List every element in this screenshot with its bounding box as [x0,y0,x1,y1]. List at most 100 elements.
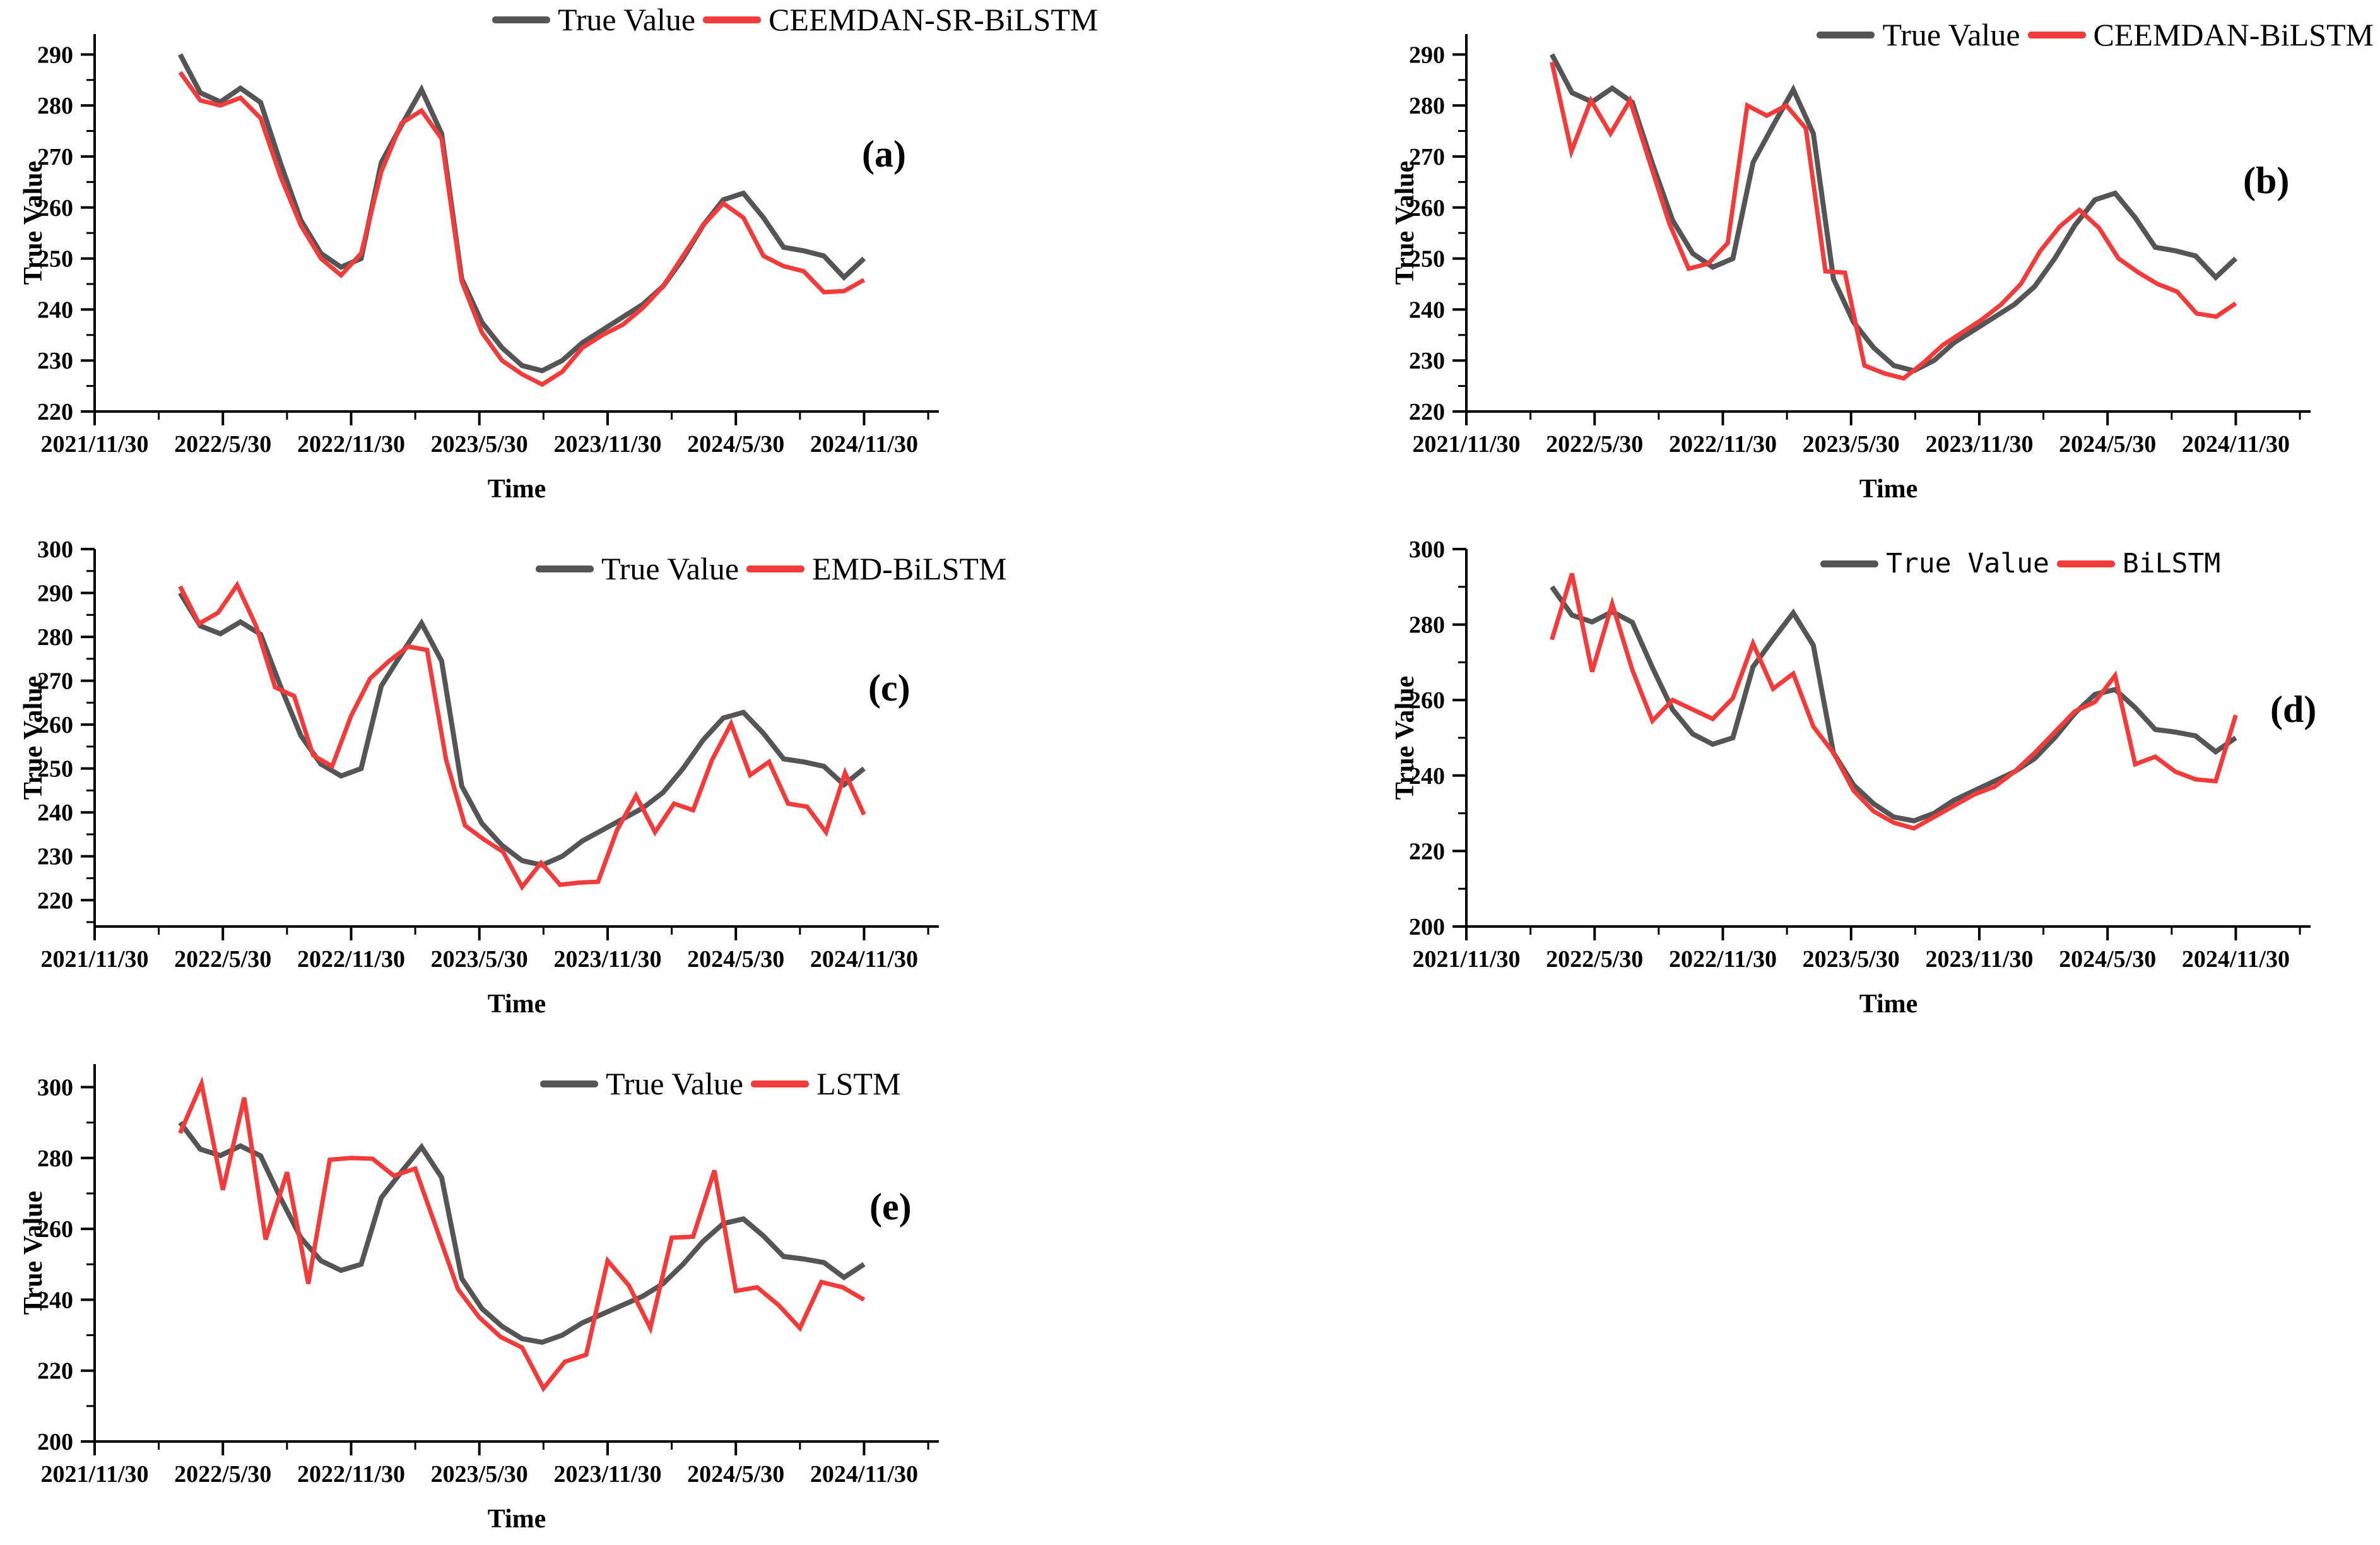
x-tick-label: 2023/5/30 [431,946,528,973]
x-tick-label: 2024/5/30 [687,1461,784,1488]
y-tick-label: 240 [37,1287,73,1313]
y-tick-label: 280 [37,1145,73,1172]
y-tick-label: 280 [37,93,73,119]
x-tick-label: 2021/11/30 [40,946,148,973]
legend-label-prediction: BiLSTM [2122,548,2221,579]
plot-area-a: 220 230 240 250 260 270 280 290 2021/11/30 2022/5… [19,34,939,504]
panel-letter-a: (a) [862,133,906,175]
y-tick-label: 240 [37,297,73,323]
legend-line-true-value-icon [1817,31,1875,38]
legend-label-prediction: LSTM [816,1066,901,1101]
y-tick-label: 260 [37,195,73,222]
y-tick-label: 220 [37,1358,73,1385]
x-tick-label: 2021/11/30 [1412,946,1520,973]
y-tick-label: 300 [37,536,73,563]
series-line-bilstm [1550,572,2238,831]
panel-letter-d: (d) [2270,689,2317,730]
legend-line-prediction-icon [746,565,805,572]
legend-label-true-value: True Value [606,1066,744,1101]
x-tick-label: 2022/5/30 [1546,431,1643,458]
legend-label-prediction: CEEMDAN-SR-BiLSTM [769,2,1099,37]
x-tick-label: 2022/5/30 [174,431,271,458]
x-tick-label: 2022/11/30 [1669,946,1777,973]
y-tick-label: 260 [1409,195,1445,222]
x-tick-label: 2024/11/30 [810,1461,918,1488]
y-tick-label: 200 [37,1429,73,1455]
series-line-true-value [178,591,866,868]
series-line-true-value [177,53,866,374]
plot-area-c: 220 230 240 250 260 270 280 290 300 2021/11/30 202… [19,536,939,1019]
x-tick-label: 2021/11/30 [1412,431,1520,458]
y-tick-label: 250 [37,756,73,783]
x-tick-label: 2023/5/30 [1803,946,1900,973]
legend: True Value LSTM [540,1068,900,1099]
x-tick-label: 2022/11/30 [297,431,405,458]
y-tick-label: 250 [37,246,73,273]
chart-panel-b: 220 230 240 250 260 270 280 290 2021/11/30 2022/5… [1391,1,2379,514]
x-tick-label: 2022/5/30 [174,1461,271,1488]
legend: True Value CEEMDAN-BiLSTM [1817,19,2374,50]
plot-area-e: 200 220 240 260 280 300 2021/11/30 2022/5/30 202… [19,1064,939,1534]
y-axis-title: True Value [1391,161,1420,285]
series-line-emd-bilstm [178,580,866,891]
x-axis-title: Time [488,990,546,1019]
legend-label-prediction: EMD-BiLSTM [812,551,1007,586]
y-tick-label: 220 [1409,399,1445,425]
x-tick-label: 2024/11/30 [810,946,918,973]
x-tick-label: 2021/11/30 [40,1461,148,1488]
x-tick-label: 2024/5/30 [2059,431,2156,458]
legend-label-true-value: True Value [601,551,739,586]
x-tick-label: 2023/5/30 [431,431,528,458]
x-tick-label: 2024/11/30 [2182,431,2290,458]
y-tick-label: 220 [37,399,73,425]
chart-panel-d: 200 220 240 260 280 300 2021/11/30 2022/5/30 202… [1391,516,2379,1029]
series-line-lstm [178,1076,866,1393]
legend-line-prediction-icon [2027,31,2086,38]
series-line-true-value [1549,53,2238,374]
x-tick-label: 2022/5/30 [1546,946,1643,973]
x-tick-label: 2022/5/30 [174,946,271,973]
x-tick-label: 2022/11/30 [1669,431,1777,458]
plot-area-b: 220 230 240 250 260 270 280 290 2021/11/30 2022/5… [1391,34,2311,504]
legend-line-prediction-icon [751,1080,810,1087]
x-tick-label: 2021/11/30 [40,431,148,458]
legend: True Value BiLSTM [1820,550,2220,577]
y-axis-title: True Value [19,676,48,800]
x-tick-label: 2022/11/30 [297,1461,405,1488]
panel-letter-c: (c) [868,667,910,709]
chart-panel-a: 220 230 240 250 260 270 280 290 2021/11/30 2022/5… [19,1,1098,514]
y-tick-label: 230 [37,844,73,870]
y-tick-label: 300 [37,1074,73,1101]
x-tick-label: 2023/5/30 [431,1461,528,1488]
legend-line-true-value-icon [536,565,594,572]
x-tick-label: 2024/11/30 [810,431,918,458]
legend-line-true-value-icon [492,16,550,23]
x-tick-label: 2024/11/30 [2182,946,2290,973]
y-tick-label: 280 [37,624,73,651]
legend-label-true-value: True Value [558,2,696,37]
y-tick-label: 240 [1409,763,1445,790]
y-tick-label: 260 [37,1216,73,1243]
series-line-ceemdan-sr-bilstm [178,71,866,388]
y-tick-label: 280 [1409,93,1445,119]
x-tick-label: 2023/11/30 [1925,431,2033,458]
x-tick-label: 2023/5/30 [1803,431,1900,458]
y-tick-label: 270 [37,144,73,170]
legend-label-prediction: CEEMDAN-BiLSTM [2093,17,2374,52]
y-tick-label: 260 [1409,687,1445,714]
y-tick-label: 290 [1409,42,1445,68]
y-tick-label: 270 [37,668,73,695]
x-tick-label: 2024/5/30 [2059,946,2156,973]
x-tick-label: 2023/11/30 [1925,946,2033,973]
y-tick-label: 290 [37,581,73,607]
x-tick-label: 2023/11/30 [553,946,661,973]
y-tick-label: 230 [1409,348,1445,374]
y-tick-label: 200 [1409,914,1445,940]
legend-label-true-value: True Value [1882,17,2020,52]
legend-line-prediction-icon [2056,560,2115,567]
y-tick-label: 220 [37,887,73,914]
y-tick-label: 270 [1409,144,1445,170]
y-tick-label: 240 [1409,297,1445,323]
legend: True Value EMD-BiLSTM [536,553,1006,584]
legend-line-true-value-icon [1820,560,1878,567]
